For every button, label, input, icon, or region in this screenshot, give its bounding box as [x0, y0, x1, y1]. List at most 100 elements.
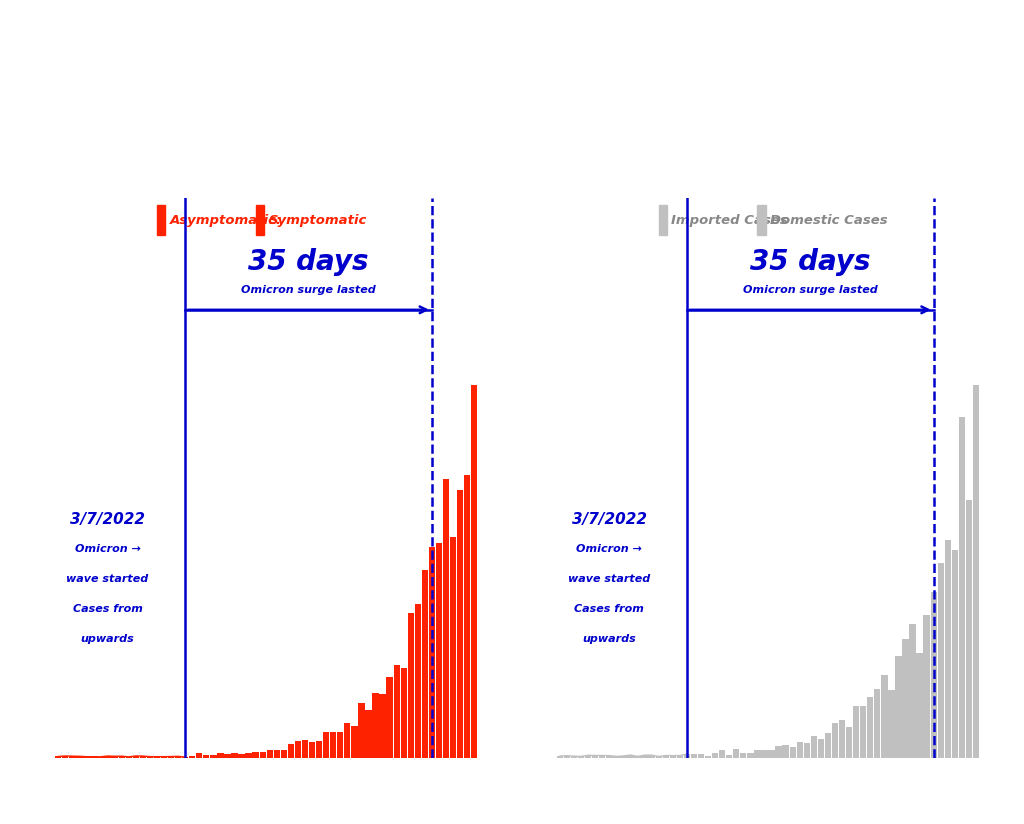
Bar — [966, 500, 972, 758]
Bar — [740, 753, 746, 758]
Bar — [429, 547, 435, 758]
Bar — [104, 756, 111, 758]
Text: Cases from: Cases from — [73, 604, 142, 614]
Bar — [860, 706, 866, 758]
Bar — [189, 756, 196, 758]
Bar — [415, 604, 421, 758]
Bar — [719, 750, 725, 758]
Bar — [691, 754, 697, 758]
Bar — [273, 750, 280, 758]
Bar — [867, 697, 873, 758]
Text: 35 days: 35 days — [248, 248, 369, 276]
Bar — [818, 739, 824, 758]
Bar — [888, 691, 895, 758]
Bar — [309, 742, 315, 758]
Bar — [154, 756, 160, 758]
Bar — [422, 570, 428, 758]
Bar — [599, 756, 605, 758]
Bar — [733, 749, 739, 758]
Bar — [373, 693, 379, 758]
Bar — [450, 537, 457, 758]
Bar — [658, 205, 668, 235]
Bar — [246, 752, 252, 758]
Text: upwards: upwards — [81, 634, 134, 644]
Bar — [768, 750, 775, 758]
Bar — [253, 751, 259, 758]
Bar — [705, 756, 712, 758]
Bar — [846, 728, 852, 758]
Bar — [902, 639, 908, 758]
Bar — [281, 750, 287, 758]
Bar — [217, 752, 223, 758]
Bar — [931, 592, 937, 758]
Bar — [782, 746, 788, 758]
Text: Omicron →: Omicron → — [577, 544, 642, 554]
Text: 3/7/2022: 3/7/2022 — [70, 512, 145, 527]
Bar — [641, 755, 648, 758]
Bar — [256, 205, 264, 235]
Bar — [761, 751, 768, 758]
Bar — [316, 741, 323, 758]
Bar — [182, 757, 188, 758]
Bar — [712, 753, 718, 758]
Bar — [748, 753, 754, 758]
Bar — [146, 756, 153, 758]
Bar — [330, 732, 337, 758]
Bar — [938, 563, 944, 758]
Bar — [655, 756, 662, 758]
Text: Cases from: Cases from — [574, 604, 644, 614]
Bar — [76, 756, 83, 758]
Bar — [677, 756, 683, 758]
Bar — [203, 755, 210, 758]
Text: 3/7/2022: 3/7/2022 — [571, 512, 647, 527]
Bar — [344, 723, 350, 758]
Bar — [578, 756, 585, 758]
Bar — [571, 756, 578, 758]
Bar — [797, 742, 803, 758]
Bar — [62, 756, 69, 758]
Bar — [112, 756, 118, 758]
Bar — [628, 755, 634, 758]
Bar — [726, 755, 732, 758]
Bar — [295, 742, 301, 758]
Bar — [909, 624, 915, 758]
Text: 35 days: 35 days — [750, 248, 870, 276]
Bar — [758, 205, 766, 235]
Bar — [436, 543, 442, 758]
Bar — [358, 703, 365, 758]
Bar — [839, 720, 845, 758]
Text: Asymptomatic:: Asymptomatic: — [170, 213, 282, 227]
Bar — [635, 756, 641, 758]
Bar — [958, 417, 965, 758]
Bar — [210, 756, 216, 758]
Bar — [592, 756, 598, 758]
Bar — [684, 754, 690, 758]
Text: Imported Cases: Imported Cases — [672, 213, 788, 227]
Bar — [224, 754, 230, 758]
Bar — [613, 756, 620, 758]
Bar — [119, 756, 125, 758]
Text: Omicron surge lasted: Omicron surge lasted — [743, 285, 878, 295]
Bar — [337, 733, 343, 758]
Text: Omicron surge lasted: Omicron surge lasted — [242, 285, 376, 295]
Bar — [790, 747, 796, 758]
Bar — [944, 540, 951, 758]
Bar — [323, 733, 330, 758]
Bar — [606, 756, 612, 758]
Bar — [70, 756, 76, 758]
Bar — [196, 752, 203, 758]
Bar — [55, 756, 61, 758]
Text: Symptomatic: Symptomatic — [268, 213, 367, 227]
Bar — [408, 613, 414, 758]
Text: Omicron →: Omicron → — [75, 544, 140, 554]
Bar — [366, 710, 372, 758]
Bar — [824, 733, 831, 758]
Bar — [895, 656, 901, 758]
Bar — [380, 694, 386, 758]
Bar — [557, 756, 563, 758]
Bar — [139, 756, 146, 758]
Bar — [126, 756, 132, 758]
Bar — [775, 746, 781, 758]
Bar — [882, 675, 888, 758]
Bar — [288, 743, 294, 758]
